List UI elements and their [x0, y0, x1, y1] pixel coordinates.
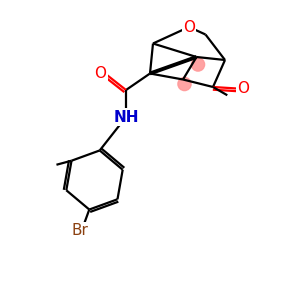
Text: Br: Br: [71, 224, 88, 238]
Text: O: O: [237, 81, 249, 96]
Circle shape: [178, 77, 191, 91]
Text: O: O: [183, 20, 195, 34]
Text: O: O: [94, 66, 106, 81]
Circle shape: [191, 58, 205, 71]
Text: NH: NH: [113, 110, 139, 124]
